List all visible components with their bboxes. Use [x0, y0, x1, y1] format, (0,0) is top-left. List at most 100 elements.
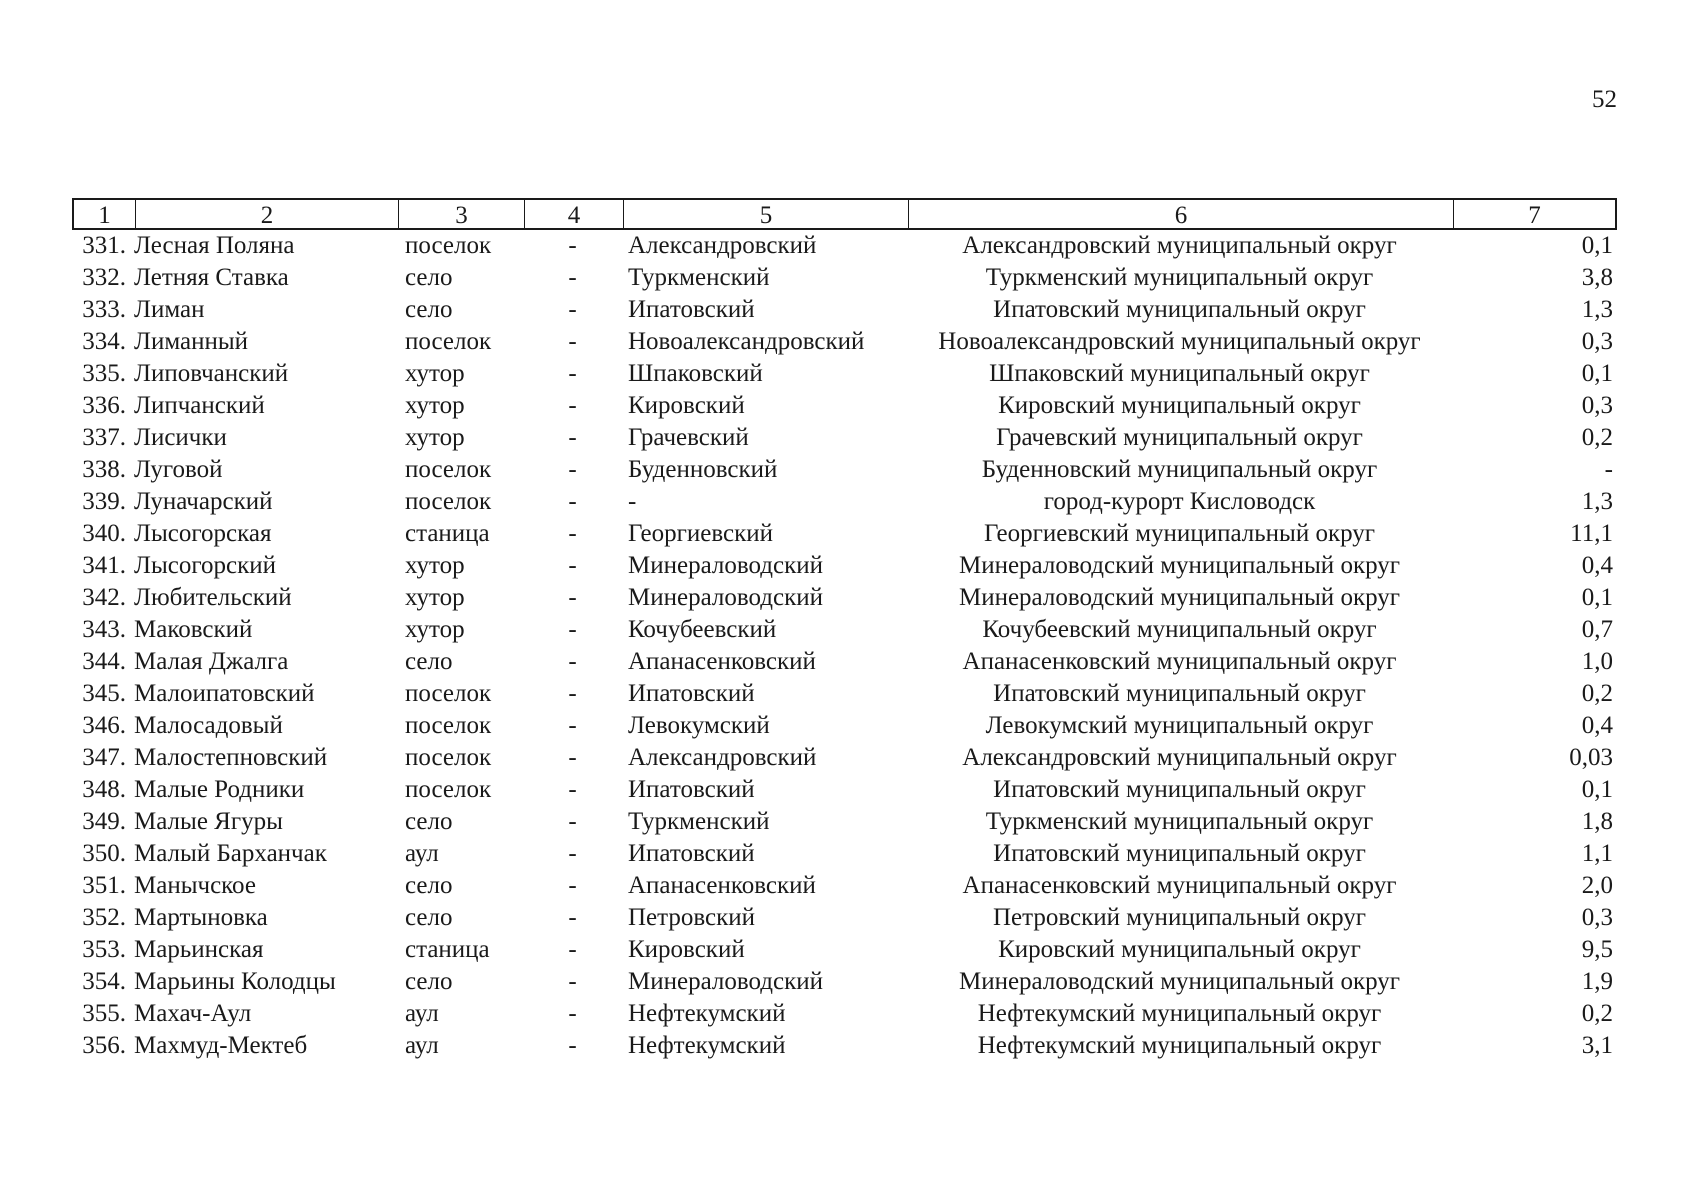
- header-cell-6: 6: [909, 200, 1454, 229]
- district-name: Ипатовский: [628, 296, 755, 323]
- table-row: 331. Лесная Поляна поселок - Александровский…: [72, 230, 1617, 262]
- header-cell-3: 3: [399, 200, 525, 229]
- value: 1,0: [1581, 648, 1613, 675]
- row-number: 352.: [82, 904, 126, 931]
- district-name: Кочубеевский: [628, 616, 777, 643]
- row-number: 340.: [82, 520, 126, 547]
- district-name: Туркменский: [628, 264, 770, 291]
- settlement-name: Любительский: [134, 584, 292, 611]
- row-number: 345.: [82, 680, 126, 707]
- table-row: 347. Малостепновский поселок - Александровск…: [72, 742, 1617, 774]
- column-4-value: -: [568, 1032, 577, 1059]
- table-row: 348. Малые Родники поселок - Ипатовский Ипато…: [72, 774, 1617, 806]
- municipal-entity: Георгиевский муниципальный округ: [983, 520, 1376, 547]
- column-4-value: -: [568, 360, 577, 387]
- column-4-value: -: [568, 488, 577, 515]
- municipal-entity: город-курорт Кисловодск: [1043, 488, 1316, 515]
- value: 0,1: [1581, 776, 1613, 803]
- table-row: 356. Махмуд-Мектеб аул - Нефтекумский Нефтеку…: [72, 1030, 1617, 1062]
- municipal-entity: Ипатовский муниципальный округ: [993, 296, 1366, 323]
- row-number: 348.: [82, 776, 126, 803]
- value: 1,3: [1581, 488, 1613, 515]
- row-number: 336.: [82, 392, 126, 419]
- municipal-entity: Ипатовский муниципальный округ: [993, 776, 1366, 803]
- value: 1,8: [1581, 808, 1613, 835]
- column-4-value: -: [568, 264, 577, 291]
- settlement-name: Лысогорский: [134, 552, 276, 579]
- column-4-value: -: [568, 584, 577, 611]
- row-number: 339.: [82, 488, 126, 515]
- district-name: Ипатовский: [628, 840, 755, 867]
- row-number: 347.: [82, 744, 126, 771]
- table-row: 342. Любительский хутор - Минераловодский Мин…: [72, 582, 1617, 614]
- table-row: 338. Луговой поселок - Буденновский Буденновс…: [72, 454, 1617, 486]
- settlement-type: хутор: [405, 392, 465, 419]
- header-cell-5: 5: [624, 200, 909, 229]
- settlement-name: Махмуд-Мектеб: [134, 1032, 308, 1059]
- row-number: 332.: [82, 264, 126, 291]
- column-4-value: -: [568, 680, 577, 707]
- settlement-name: Малые Родники: [134, 776, 305, 803]
- municipal-entity: Туркменский муниципальный округ: [985, 264, 1374, 291]
- column-4-value: -: [568, 456, 577, 483]
- municipal-entity: Александровский муниципальный округ: [962, 744, 1397, 771]
- value: 3,1: [1581, 1032, 1613, 1059]
- column-4-value: -: [568, 776, 577, 803]
- settlement-name: Мартыновка: [134, 904, 268, 931]
- settlement-type: хутор: [405, 584, 465, 611]
- municipal-entity: Кочубеевский муниципальный округ: [982, 616, 1377, 643]
- settlement-name: Лесная Поляна: [134, 232, 295, 259]
- district-name: Ипатовский: [628, 776, 755, 803]
- column-4-value: -: [568, 808, 577, 835]
- settlement-name: Липчанский: [134, 392, 265, 419]
- value: 0,7: [1581, 616, 1613, 643]
- table-row: 332. Летняя Ставка село - Туркменский Туркмен…: [72, 262, 1617, 294]
- column-4-value: -: [568, 232, 577, 259]
- settlement-type: хутор: [405, 424, 465, 451]
- district-name: Буденновский: [628, 456, 778, 483]
- district-name: Нефтекумский: [628, 1032, 786, 1059]
- value: 0,3: [1581, 328, 1613, 355]
- table-header: 1 2 3 4 5 6 7: [72, 198, 1617, 230]
- column-4-value: -: [568, 552, 577, 579]
- settlement-type: поселок: [405, 232, 492, 259]
- settlement-type: село: [405, 296, 453, 323]
- column-4-value: -: [568, 872, 577, 899]
- table-row: 340. Лысогорская станица - Георгиевский Георг…: [72, 518, 1617, 550]
- table-row: 337. Лисички хутор - Грачевский Грачевский му…: [72, 422, 1617, 454]
- table-row: 333. Лиман село - Ипатовский Ипатовский муниц…: [72, 294, 1617, 326]
- table-body: 331. Лесная Поляна поселок - Александровский…: [72, 230, 1617, 1062]
- row-number: 333.: [82, 296, 126, 323]
- settlement-type: хутор: [405, 360, 465, 387]
- district-name: Минераловодский: [628, 552, 824, 579]
- value: 3,8: [1581, 264, 1613, 291]
- row-number: 353.: [82, 936, 126, 963]
- district-name: Кировский: [628, 392, 745, 419]
- settlement-type: станица: [405, 520, 490, 547]
- column-4-value: -: [568, 296, 577, 323]
- district-name: Ипатовский: [628, 680, 755, 707]
- municipal-entity: Александровский муниципальный округ: [962, 232, 1397, 259]
- municipal-entity: Петровский муниципальный округ: [992, 904, 1367, 931]
- settlement-type: село: [405, 648, 453, 675]
- settlement-type: село: [405, 968, 453, 995]
- table-row: 353. Марьинская станица - Кировский Кировский…: [72, 934, 1617, 966]
- header-cell-1: 1: [74, 200, 136, 229]
- municipal-entity: Шпаковский муниципальный округ: [989, 360, 1370, 387]
- row-number: 335.: [82, 360, 126, 387]
- settlement-name: Манычское: [134, 872, 256, 899]
- table-row: 350. Малый Барханчак аул - Ипатовский Ипатовс…: [72, 838, 1617, 870]
- settlement-type: станица: [405, 936, 490, 963]
- value: 0,03: [1569, 744, 1613, 771]
- row-number: 331.: [82, 232, 126, 259]
- settlement-name: Лисички: [134, 424, 227, 451]
- value: 1,9: [1581, 968, 1613, 995]
- header-cell-7: 7: [1528, 202, 1541, 229]
- district-name: Кировский: [628, 936, 745, 963]
- column-4-value: -: [568, 424, 577, 451]
- settlement-name: Марьинская: [134, 936, 264, 963]
- district-name: Грачевский: [628, 424, 749, 451]
- column-4-value: -: [568, 616, 577, 643]
- column-4-value: -: [568, 328, 577, 355]
- municipal-entity: Буденновский муниципальный округ: [981, 456, 1378, 483]
